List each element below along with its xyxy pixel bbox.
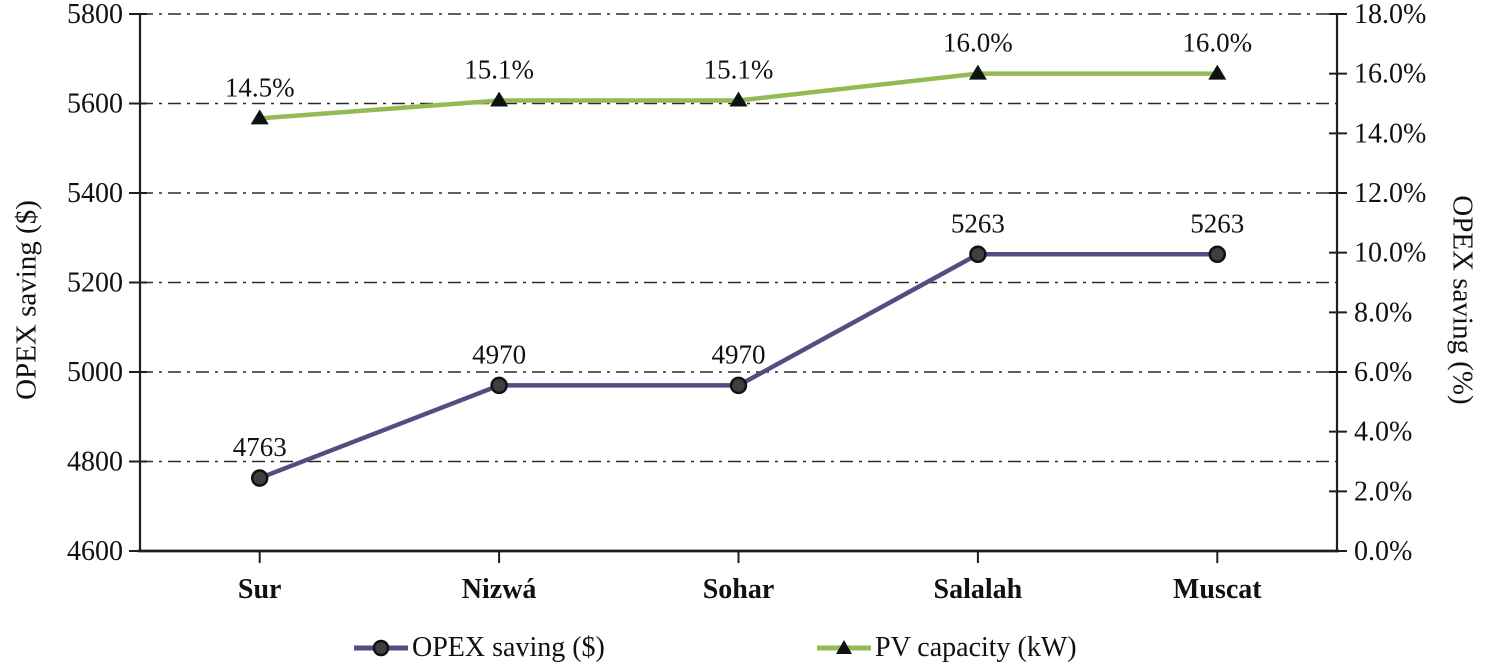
data-point-marker-circle <box>1208 245 1227 264</box>
data-label: 15.1% <box>704 55 774 85</box>
right-axis-tick-label: 14.0% <box>1354 118 1426 149</box>
data-label: 5263 <box>951 208 1005 238</box>
legend: OPEX saving ($) PV capacity (kW) <box>0 628 1489 668</box>
data-point-marker-triangle <box>968 64 987 80</box>
opex-line-circle-swatch-icon <box>354 639 408 657</box>
left-axis-tick-label: 5600 <box>67 89 123 120</box>
data-label: 4970 <box>472 339 526 369</box>
right-axis-tick-label: 18.0% <box>1354 0 1426 30</box>
x-axis-category-label: Sohar <box>703 574 775 605</box>
data-label: 4970 <box>712 339 766 369</box>
right-axis-title: OPEX saving (%) <box>1446 195 1479 405</box>
legend-label-opex-saving: OPEX saving ($) <box>412 632 605 663</box>
right-axis-tick-label: 6.0% <box>1354 357 1412 388</box>
legend-item-opex-saving: OPEX saving ($) <box>352 628 605 668</box>
left-axis-tick-label: 4600 <box>67 536 123 567</box>
right-axis-tick-label: 2.0% <box>1354 476 1412 507</box>
data-label: 16.0% <box>943 28 1013 58</box>
right-axis-tick-label: 4.0% <box>1354 417 1412 448</box>
pv-line-triangle-swatch-icon <box>817 640 871 654</box>
data-point-marker-circle <box>969 245 987 264</box>
left-axis-tick-label: 5800 <box>67 0 123 30</box>
data-label: 4763 <box>233 432 287 462</box>
data-label: 16.0% <box>1182 28 1252 58</box>
data-point-marker-circle <box>729 376 748 395</box>
data-point-marker-triangle <box>490 91 509 107</box>
data-point-marker-triangle <box>1208 64 1227 80</box>
x-axis-category-label: Nizwá <box>462 574 537 605</box>
left-axis-title: OPEX saving ($) <box>10 200 43 400</box>
x-axis-category-label: Muscat <box>1173 574 1262 605</box>
left-axis-tick-label: 5000 <box>67 357 123 388</box>
data-label: 14.5% <box>225 72 295 102</box>
data-point-marker-triangle <box>729 91 748 107</box>
data-label: 15.1% <box>464 55 534 85</box>
x-axis-category-label: Sur <box>238 574 282 605</box>
right-axis-tick-label: 16.0% <box>1354 59 1426 90</box>
data-point-marker-triangle <box>250 109 269 125</box>
legend-item-pv-capacity: PV capacity (kW) <box>815 628 1077 668</box>
left-axis-tick-label: 4800 <box>67 447 123 478</box>
right-axis-tick-label: 10.0% <box>1354 238 1426 269</box>
legend-label-pv-capacity: PV capacity (kW) <box>875 632 1077 663</box>
data-label: 5263 <box>1190 208 1244 238</box>
data-point-marker-circle <box>490 376 508 395</box>
left-axis-tick-label: 5200 <box>67 268 123 299</box>
right-axis-tick-label: 0.0% <box>1354 536 1412 567</box>
right-axis-tick-label: 8.0% <box>1354 297 1412 328</box>
right-axis-tick-label: 12.0% <box>1354 178 1426 209</box>
data-point-marker-circle <box>250 469 269 487</box>
x-axis-category-label: Salalah <box>934 574 1023 605</box>
left-axis-tick-label: 5400 <box>67 178 123 209</box>
